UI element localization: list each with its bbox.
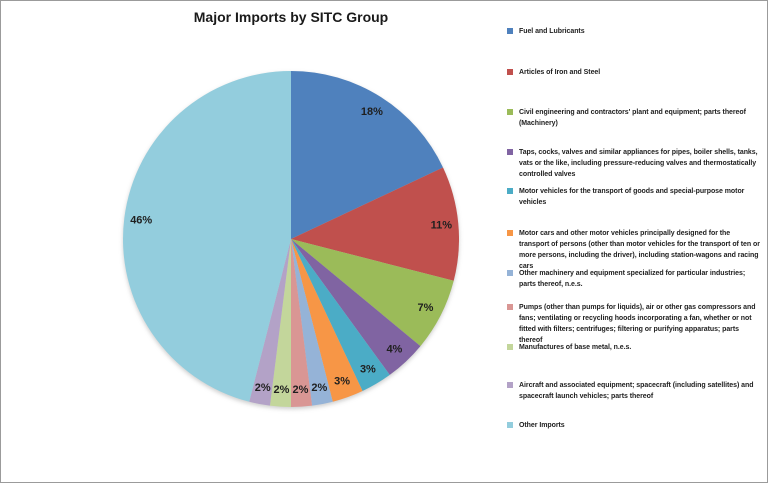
legend-item-2[interactable]: Articles of Iron and Steel	[506, 67, 762, 78]
legend-swatch	[507, 149, 513, 155]
legend-item-11[interactable]: Other Imports	[506, 420, 762, 431]
pie-slice-5[interactable]	[291, 239, 390, 392]
legend-swatch	[507, 109, 513, 115]
pie-slice-8[interactable]	[291, 239, 313, 407]
pie-slice-1[interactable]	[291, 71, 444, 239]
legend-item-3[interactable]: Civil engineering and contractors' plant…	[506, 107, 762, 129]
pie-slice-2[interactable]	[291, 167, 459, 281]
slice-value-label: 2%	[311, 382, 327, 394]
pie-slice-9[interactable]	[269, 239, 291, 407]
legend-swatch	[507, 304, 513, 310]
legend-item-8[interactable]: Pumps (other than pumps for liquids), ai…	[506, 302, 762, 346]
legend-item-4[interactable]: Taps, cocks, valves and similar applianc…	[506, 147, 762, 180]
slice-value-label: 3%	[334, 376, 350, 388]
legend-label: Manufactures of base metal, n.e.s.	[519, 344, 632, 351]
legend-swatch	[507, 69, 513, 75]
slice-value-label: 18%	[361, 106, 383, 118]
legend-label: Other machinery and equipment specialize…	[519, 270, 746, 288]
pie-slice-11[interactable]	[123, 71, 291, 402]
legend-swatch	[507, 230, 513, 236]
legend-item-6[interactable]: Motor cars and other motor vehicles prin…	[506, 228, 762, 272]
pie-slice-6[interactable]	[291, 239, 363, 402]
slice-value-label: 11%	[431, 219, 453, 231]
legend-label: Motor vehicles for the transport of good…	[519, 188, 745, 206]
legend-item-10[interactable]: Aircraft and associated equipment; space…	[506, 380, 762, 402]
legend-label: Motor cars and other motor vehicles prin…	[519, 230, 760, 270]
legend-item-1[interactable]: Fuel and Lubricants	[506, 26, 762, 37]
legend-label: Civil engineering and contractors' plant…	[519, 109, 746, 127]
slice-value-label: 3%	[360, 364, 376, 376]
pie-chart: 18%11%7%4%3%3%2%2%2%2%46%	[123, 71, 459, 407]
legend-swatch	[507, 344, 513, 350]
legend-label: Other Imports	[519, 422, 565, 429]
slice-value-label: 2%	[274, 384, 290, 396]
legend-label: Articles of Iron and Steel	[519, 69, 601, 76]
legend-swatch	[507, 188, 513, 194]
pie-slice-7[interactable]	[291, 239, 333, 406]
slice-value-label: 4%	[386, 344, 402, 356]
legend-swatch	[507, 28, 513, 34]
legend-label: Fuel and Lubricants	[519, 28, 585, 35]
slice-value-label: 2%	[293, 384, 309, 396]
pie-slice-10[interactable]	[249, 239, 291, 406]
legend-item-5[interactable]: Motor vehicles for the transport of good…	[506, 186, 762, 208]
legend-label: Pumps (other than pumps for liquids), ai…	[519, 304, 756, 344]
legend: Fuel and Lubricants Articles of Iron and …	[506, 1, 764, 482]
slice-value-label: 46%	[130, 215, 152, 227]
slice-value-label: 7%	[418, 302, 434, 314]
pie-slice-4[interactable]	[291, 239, 421, 375]
legend-label: Aircraft and associated equipment; space…	[519, 382, 754, 400]
chart-title: Major Imports by SITC Group	[193, 9, 389, 25]
legend-swatch	[507, 422, 513, 428]
legend-swatch	[507, 270, 513, 276]
legend-label: Taps, cocks, valves and similar applianc…	[519, 149, 758, 178]
legend-item-7[interactable]: Other machinery and equipment specialize…	[506, 268, 762, 290]
legend-item-9[interactable]: Manufactures of base metal, n.e.s.	[506, 342, 762, 353]
pie-slice-3[interactable]	[291, 239, 454, 347]
slice-value-label: 2%	[255, 382, 271, 394]
legend-swatch	[507, 382, 513, 388]
